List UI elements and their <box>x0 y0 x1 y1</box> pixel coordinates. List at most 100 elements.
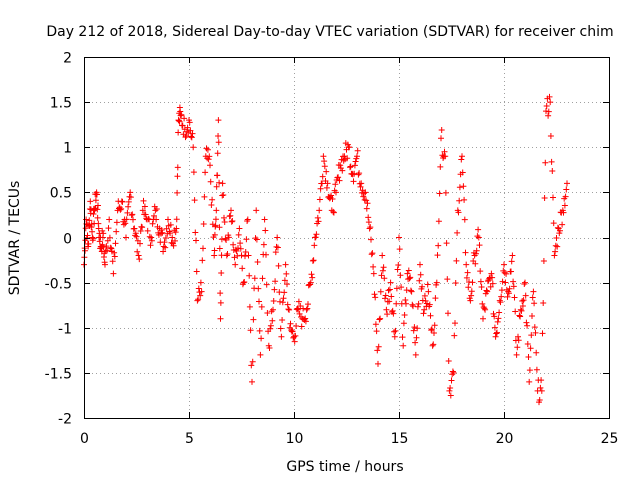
data-point <box>86 217 93 224</box>
data-point <box>481 305 488 312</box>
data-point <box>204 146 211 153</box>
data-point <box>431 330 437 337</box>
data-point <box>316 207 323 214</box>
data-point <box>378 272 385 279</box>
data-point <box>422 297 429 304</box>
data-point <box>484 278 491 285</box>
data-point <box>295 298 302 305</box>
data-point <box>142 211 149 218</box>
data-point <box>135 252 142 259</box>
data-point <box>261 216 268 223</box>
data-point <box>381 275 388 282</box>
data-point <box>456 197 463 204</box>
data-point <box>371 291 378 298</box>
data-point <box>448 377 455 384</box>
data-point <box>176 118 183 125</box>
data-point <box>111 253 118 260</box>
data-point <box>160 243 167 250</box>
data-point <box>420 310 427 317</box>
data-point <box>233 247 240 254</box>
data-point <box>513 351 520 358</box>
data-point <box>128 212 135 219</box>
data-point <box>211 247 218 254</box>
data-point <box>174 173 181 180</box>
data-point <box>425 288 432 295</box>
data-point <box>405 267 412 274</box>
data-point <box>435 242 442 249</box>
data-point <box>330 209 337 216</box>
data-point <box>437 163 444 170</box>
data-point <box>480 315 486 322</box>
data-point <box>305 301 311 308</box>
data-point <box>502 279 509 286</box>
data-point <box>332 181 339 188</box>
data-point <box>219 180 226 187</box>
data-point <box>326 195 333 202</box>
data-point <box>139 207 146 214</box>
data-point <box>212 222 219 229</box>
data-point <box>254 259 261 266</box>
data-point <box>522 292 529 299</box>
data-point <box>472 260 479 267</box>
data-point <box>207 162 213 169</box>
data-point <box>530 288 537 295</box>
data-point <box>223 252 230 259</box>
data-point <box>174 164 181 171</box>
x-axis-title: GPS time / hours <box>286 459 403 475</box>
data-point <box>394 266 401 273</box>
data-point <box>404 270 411 277</box>
data-point <box>271 286 278 293</box>
data-point <box>111 249 118 256</box>
data-point <box>333 189 339 196</box>
data-point <box>499 278 506 285</box>
data-point <box>235 231 242 238</box>
data-point <box>533 349 540 356</box>
data-point <box>547 99 554 106</box>
x-tick-label: 10 <box>286 431 304 447</box>
data-point <box>277 298 283 305</box>
data-point <box>234 252 241 259</box>
data-point <box>475 226 482 233</box>
data-point <box>452 280 459 287</box>
data-point <box>187 127 194 134</box>
data-point <box>324 180 331 187</box>
data-point <box>161 239 168 246</box>
data-point <box>193 237 199 244</box>
data-point <box>302 318 309 325</box>
data-point <box>152 207 159 214</box>
data-point <box>275 262 282 269</box>
data-point <box>426 301 433 308</box>
data-point <box>292 332 299 339</box>
data-point <box>391 333 398 340</box>
data-point <box>243 236 250 243</box>
data-point <box>113 219 120 226</box>
data-point <box>443 240 450 247</box>
data-point <box>214 172 221 179</box>
data-point <box>244 217 251 224</box>
data-point <box>223 236 230 243</box>
data-point <box>449 368 456 375</box>
data-point <box>203 145 210 152</box>
data-point <box>387 279 394 286</box>
data-point <box>542 159 549 166</box>
data-point <box>493 330 500 337</box>
data-point <box>545 108 552 115</box>
data-point <box>491 313 498 320</box>
data-point <box>385 287 392 294</box>
data-point <box>433 279 440 286</box>
data-point <box>250 316 257 323</box>
data-point <box>393 300 400 307</box>
data-point <box>197 279 204 286</box>
data-point <box>258 335 265 342</box>
data-point <box>351 170 358 177</box>
data-point <box>454 229 461 236</box>
data-point <box>246 272 253 279</box>
data-point <box>208 201 215 208</box>
data-point <box>105 225 112 232</box>
data-point <box>177 112 184 119</box>
data-point <box>183 128 190 135</box>
data-point <box>188 134 195 141</box>
data-point <box>245 252 252 259</box>
data-point <box>504 293 511 300</box>
